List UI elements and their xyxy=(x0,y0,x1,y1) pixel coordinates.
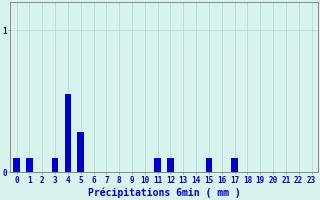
Bar xyxy=(167,158,174,172)
Bar xyxy=(206,158,212,172)
X-axis label: Précipitations 6min ( mm ): Précipitations 6min ( mm ) xyxy=(88,187,240,198)
Bar xyxy=(77,132,84,172)
Bar xyxy=(52,158,58,172)
Bar xyxy=(26,158,33,172)
Bar xyxy=(13,158,20,172)
Bar xyxy=(65,94,71,172)
Bar xyxy=(231,158,238,172)
Bar xyxy=(155,158,161,172)
